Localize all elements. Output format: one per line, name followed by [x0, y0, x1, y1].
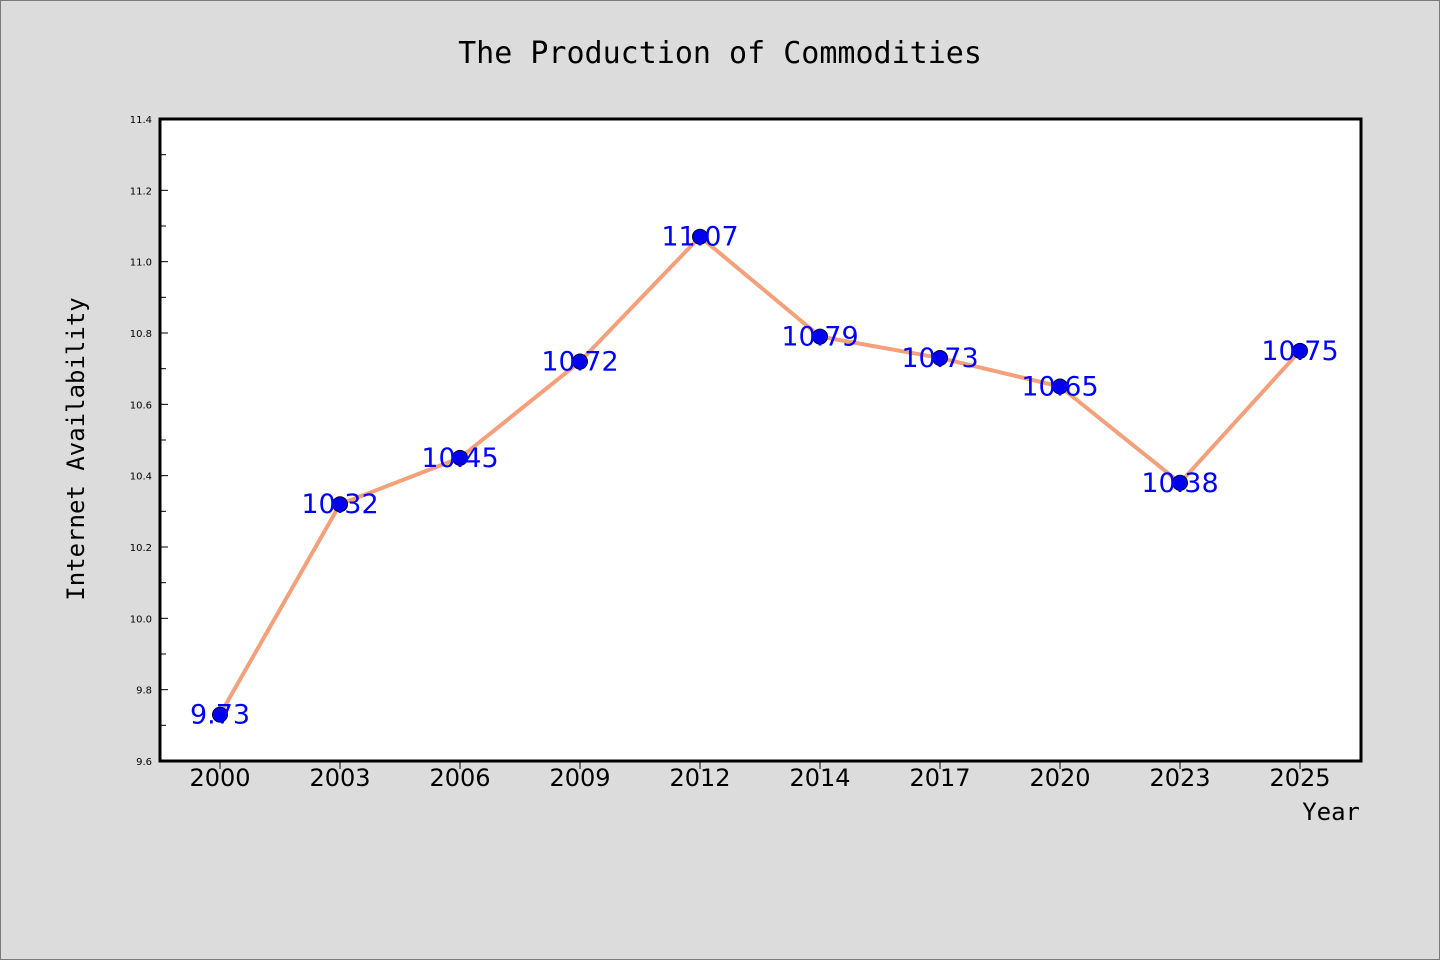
data-label: 10.32 [301, 489, 378, 520]
data-label: 10.45 [421, 443, 498, 474]
y-tick-label: 10.0 [130, 614, 152, 625]
x-tick-label: 2020 [1029, 764, 1090, 792]
data-point [572, 353, 588, 370]
x-tick-label: 2012 [669, 764, 730, 792]
data-label: 10.79 [781, 322, 858, 353]
y-tick-label: 11.2 [130, 186, 152, 197]
data-labels: 9.73 10.32 10.45 10.72 11.07 10.79 10.73 10.65 1… [190, 222, 1339, 731]
y-axis: 9.6 9.8 10.0 10.2 10.4 10.6 10.8 11.0 11.2 11.4 [130, 115, 168, 768]
x-tick-label: 2003 [309, 764, 370, 792]
data-point [1052, 378, 1068, 395]
series-line [218, 234, 1302, 717]
data-label: 10.73 [901, 343, 978, 374]
x-tick-label: 2009 [549, 764, 610, 792]
x-tick-label: 2025 [1269, 764, 1330, 792]
plot-area [160, 119, 1361, 761]
data-point [332, 496, 348, 513]
data-point [1292, 342, 1308, 359]
data-label: 10.75 [1261, 336, 1338, 367]
x-tick-label: 2017 [909, 764, 970, 792]
data-point [1172, 474, 1188, 491]
x-tick-label: 2023 [1149, 764, 1210, 792]
data-label: 10.72 [541, 347, 618, 378]
y-axis-label: Internet Availability [62, 297, 90, 600]
series-group [212, 228, 1308, 723]
y-tick-label: 9.6 [136, 757, 152, 768]
y-tick-label: 10.6 [130, 400, 152, 411]
data-label: 9.73 [190, 700, 250, 731]
data-label: 11.07 [661, 222, 738, 253]
data-point [212, 706, 228, 723]
data-point [452, 449, 468, 466]
data-label: 10.65 [1021, 372, 1098, 403]
x-tick-label: 2014 [789, 764, 850, 792]
data-point [932, 349, 948, 366]
data-label: 10.38 [1141, 468, 1218, 499]
data-point [692, 228, 708, 245]
y-tick-label: 11.4 [130, 115, 152, 126]
y-tick-label: 9.8 [136, 686, 152, 697]
y-tick-label: 11.0 [130, 258, 152, 269]
x-axis: 2000 2003 2006 2009 2012 2014 2017 2020 2023 2025 [189, 761, 1331, 792]
x-tick-label: 2006 [429, 764, 490, 792]
y-tick-label: 10.2 [130, 543, 152, 554]
data-point [812, 328, 828, 345]
plot-frame [158, 117, 1363, 763]
chart-title: The Production of Commodities [458, 36, 982, 71]
y-tick-label: 10.8 [130, 329, 152, 340]
x-tick-label: 2000 [189, 764, 250, 792]
y-tick-label: 10.4 [130, 472, 152, 483]
x-axis-label: Year [1302, 798, 1360, 826]
